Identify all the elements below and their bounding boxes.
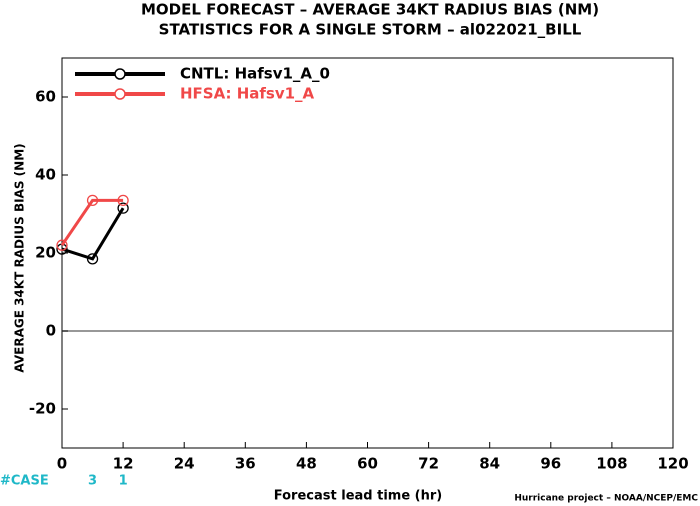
x-tick-label: 84 (479, 455, 500, 473)
point-marker (117, 194, 129, 207)
legend-marker (114, 88, 126, 100)
point-marker (56, 239, 68, 251)
x-tick-label: 108 (596, 455, 627, 473)
case-count: 3 (88, 474, 97, 489)
x-tick-label: 96 (540, 455, 561, 473)
point-marker (86, 253, 99, 265)
y-tick-label: 60 (35, 88, 56, 106)
x-axis-label: Forecast lead time (hr) (274, 489, 442, 504)
x-tick-label: 48 (296, 455, 317, 473)
case-label: #CASE (0, 474, 49, 489)
plot-frame (61, 57, 674, 449)
chart-title: MODEL FORECAST – AVERAGE 34KT RADIUS BIA… (141, 1, 599, 19)
point-marker (86, 194, 99, 207)
x-tick-label: 60 (357, 455, 378, 473)
x-tick-label: 120 (657, 455, 688, 473)
y-axis-label: AVERAGE 34KT RADIUS BIAS (NM) (13, 143, 27, 372)
legend-marker (114, 68, 126, 80)
case-count: 1 (119, 474, 128, 489)
y-tick-label: 20 (35, 244, 56, 262)
series-line (61, 207, 125, 261)
y-tick-label: 40 (35, 166, 56, 184)
x-tick-label: 0 (57, 455, 67, 473)
legend-label: HFSA: Hafsv1_A (180, 85, 315, 103)
x-tick-label: 12 (113, 455, 134, 473)
x-tick-label: 72 (418, 455, 439, 473)
series-line (60, 198, 124, 247)
y-tick-label: 0 (46, 322, 56, 340)
footer: Hurricane project – NOAA/NCEP/EMC (514, 494, 698, 504)
chart-subtitle: STATISTICS FOR A SINGLE STORM – al022021… (159, 21, 582, 39)
y-tick-label: -20 (29, 400, 56, 418)
point-marker (117, 202, 129, 214)
x-tick-label: 24 (174, 455, 195, 473)
legend-label: CNTL: Hafsv1_A_0 (180, 65, 330, 83)
x-tick-label: 36 (235, 455, 256, 473)
